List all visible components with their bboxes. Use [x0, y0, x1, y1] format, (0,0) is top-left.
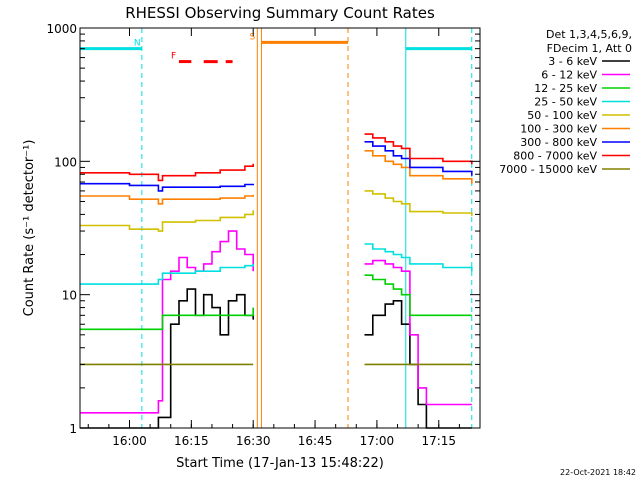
series-5-seg2	[364, 150, 473, 184]
series-0-seg1	[80, 288, 254, 429]
y-axis-label: Count Rate (s⁻¹ detector⁻¹)	[22, 140, 37, 317]
series-7-seg2	[364, 133, 473, 165]
legend-label-2: 12 - 25 keV	[534, 82, 597, 95]
plot-frame	[79, 27, 481, 429]
flag-letter-f: F	[171, 52, 176, 62]
plot-area: N F S	[79, 28, 473, 429]
series-1-seg1	[80, 230, 254, 414]
flag-letter-s: S	[249, 32, 255, 42]
legend-header-line-1: Det 1,3,4,5,6,9,	[546, 28, 632, 41]
legend-label-0: 3 - 6 keV	[548, 55, 597, 68]
legend-label-7: 800 - 7000 keV	[513, 150, 597, 163]
x-tick-label-1: 16:15	[174, 434, 209, 448]
series-3-seg1	[80, 263, 254, 285]
legend-label-1: 6 - 12 keV	[541, 69, 597, 82]
y-axis: 1 10 100 1000	[46, 22, 480, 436]
legend-label-8: 7000 - 15000 keV	[499, 163, 597, 176]
series-0-seg2	[364, 300, 472, 429]
y-tick-label-3: 1000	[46, 22, 77, 36]
generation-timestamp: 22-Oct-2021 18:42	[560, 468, 636, 477]
series-7-seg1	[80, 163, 254, 182]
legend-label-4: 50 - 100 keV	[527, 109, 597, 122]
series-5-seg1	[80, 194, 254, 205]
x-tick-label-0: 16:00	[112, 434, 147, 448]
x-tick-label-3: 16:45	[298, 434, 333, 448]
y-tick-label-0: 1	[69, 422, 77, 436]
series-4-seg1	[80, 210, 254, 232]
series-1-seg2	[364, 259, 472, 406]
x-axis-label: Start Time (17-Jan-13 15:48:22)	[176, 456, 384, 471]
legend-label-5: 100 - 300 keV	[520, 123, 597, 136]
x-tick-label-4: 17:00	[360, 434, 395, 448]
series-3-seg2	[364, 243, 473, 272]
series-2-seg2	[364, 274, 472, 317]
y-tick-label-2: 100	[54, 155, 77, 169]
x-axis: 16:00 16:15 16:30 16:45 17:00 17:15	[87, 28, 481, 448]
chart-title: RHESSI Observing Summary Count Rates	[125, 4, 435, 22]
x-tick-label-5: 17:15	[421, 434, 456, 448]
series-6-seg1	[80, 182, 254, 192]
x-tick-label-2: 16:30	[236, 434, 271, 448]
series-4-seg2	[364, 190, 473, 216]
legend-label-3: 25 - 50 keV	[534, 96, 597, 109]
series-2-seg1	[80, 307, 254, 331]
legend-label-6: 300 - 800 keV	[520, 136, 597, 149]
legend-header-line-2: FDecim 1, Att 0	[547, 42, 632, 55]
series-6-seg2	[364, 141, 473, 176]
y-tick-label-1: 10	[62, 289, 77, 303]
flag-letter-n: N	[134, 39, 141, 49]
